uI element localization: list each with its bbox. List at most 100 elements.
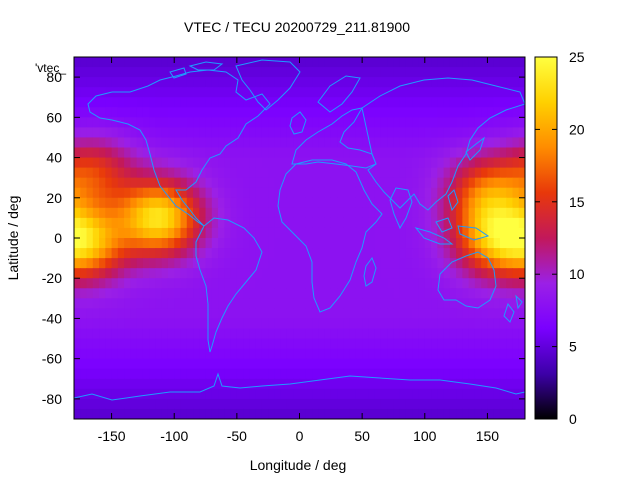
heat-cell [117, 127, 125, 139]
heat-cell [86, 358, 94, 370]
heat-cell [142, 258, 150, 269]
heat-cell [74, 207, 81, 219]
heat-cell [418, 197, 426, 209]
heat-cell [274, 207, 282, 219]
heat-cell [186, 258, 194, 269]
heat-cell [399, 177, 407, 189]
heat-cell [236, 157, 244, 169]
heat-cell [337, 147, 344, 159]
heat-cell [86, 147, 94, 159]
heat-cell [155, 127, 163, 139]
heat-cell [330, 408, 338, 419]
heat-cell [167, 318, 175, 330]
heat-cell [193, 258, 200, 269]
heat-cell [199, 408, 207, 419]
heat-cell [211, 227, 219, 239]
heat-cell [518, 137, 525, 149]
heat-cell [136, 258, 144, 269]
heat-cell [324, 67, 332, 78]
heat-cell [255, 328, 263, 340]
heat-cell [74, 107, 81, 118]
heat-cell [481, 278, 489, 289]
heat-cell [80, 137, 88, 149]
heat-cell [380, 328, 388, 340]
heat-cell [230, 398, 238, 410]
heat-cell [155, 308, 163, 320]
heat-cell [74, 248, 81, 259]
heat-cell [243, 67, 250, 78]
heat-cell [337, 258, 344, 269]
heat-cell [236, 227, 244, 239]
heat-cell [405, 177, 413, 189]
heat-cell [236, 308, 244, 320]
heat-cell [193, 318, 200, 330]
heat-cell [456, 408, 463, 419]
heat-cell [368, 268, 376, 279]
heat-cell [387, 107, 395, 118]
heat-cell [99, 97, 106, 108]
heat-cell [142, 127, 150, 139]
heat-cell [293, 248, 301, 259]
heat-cell [105, 197, 113, 209]
heat-cell [193, 137, 200, 149]
x-tick-label: -150 [98, 428, 126, 444]
heat-cell [167, 227, 175, 239]
heat-cell [111, 57, 119, 68]
heat-cell [243, 137, 250, 149]
heat-cell [443, 77, 451, 88]
heat-cell [499, 318, 507, 330]
heat-cell [362, 107, 370, 118]
heat-cell [374, 177, 382, 189]
heat-cell [330, 77, 338, 88]
heat-cell [474, 388, 482, 400]
heat-cell [449, 238, 457, 249]
heat-cell [92, 107, 100, 118]
heat-cell [387, 207, 395, 219]
heat-cell [412, 67, 420, 78]
heat-cell [280, 328, 288, 340]
heat-cell [506, 177, 514, 189]
heat-cell [124, 107, 131, 118]
heat-cell [506, 167, 514, 179]
heat-cell [424, 338, 432, 350]
heat-cell [431, 167, 438, 179]
heat-cell [124, 338, 131, 350]
heat-cell [393, 207, 401, 219]
heat-cell [481, 77, 489, 88]
heat-cell [161, 197, 169, 209]
heat-cell [456, 298, 463, 309]
heat-cell [174, 378, 182, 390]
heat-cell [193, 368, 200, 380]
heat-cell [518, 368, 525, 380]
heat-cell [399, 338, 407, 350]
heat-cell [330, 238, 338, 249]
heat-cell [405, 107, 413, 118]
heat-cell [293, 177, 301, 189]
heat-cell [418, 127, 426, 139]
heat-cell [136, 348, 144, 360]
heat-cell [324, 268, 332, 279]
colorbar-tick-label: 5 [569, 339, 577, 355]
heat-cell [487, 187, 495, 199]
heat-cell [149, 217, 157, 229]
heat-cell [274, 408, 282, 419]
heat-cell [512, 278, 520, 289]
heat-cell [355, 318, 363, 330]
heat-cell [499, 348, 507, 360]
heat-cell [218, 258, 225, 269]
heat-cell [399, 308, 407, 320]
heat-cell [105, 167, 113, 179]
heat-cell [274, 67, 282, 78]
heat-cell [305, 67, 313, 78]
heat-cell [368, 308, 376, 320]
heat-cell [86, 207, 94, 219]
heat-cell [312, 67, 319, 78]
heat-cell [249, 187, 257, 199]
heat-cell [437, 147, 445, 159]
heat-cell [130, 197, 138, 209]
heat-cell [318, 288, 326, 299]
heat-cell [230, 348, 238, 360]
heat-cell [431, 147, 438, 159]
heat-cell [99, 77, 106, 88]
heat-cell [487, 137, 495, 149]
